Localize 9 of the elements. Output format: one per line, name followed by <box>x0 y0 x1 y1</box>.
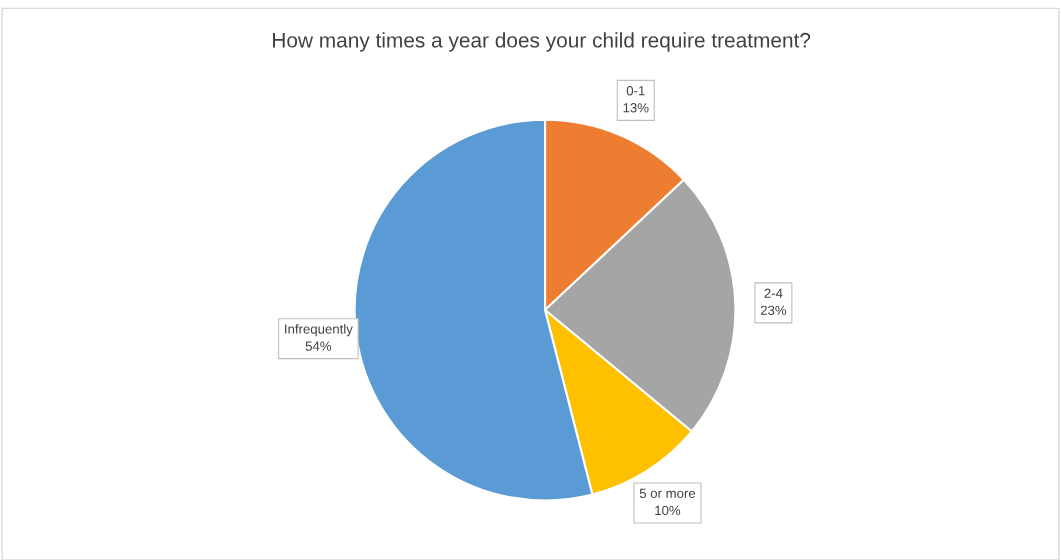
data-label: 13% <box>623 103 649 113</box>
slice-label: Infrequently <box>285 324 353 337</box>
chart-title: How many times a year does your child require treatment? <box>273 32 811 52</box>
data-label: 23% <box>760 305 787 315</box>
data-label: 10% <box>655 505 681 516</box>
slice-label: 0-1 <box>626 86 645 96</box>
slice-label: 5 or more <box>639 488 696 498</box>
slice-label: 2-4 <box>764 288 783 298</box>
data-label: 54% <box>305 341 332 351</box>
